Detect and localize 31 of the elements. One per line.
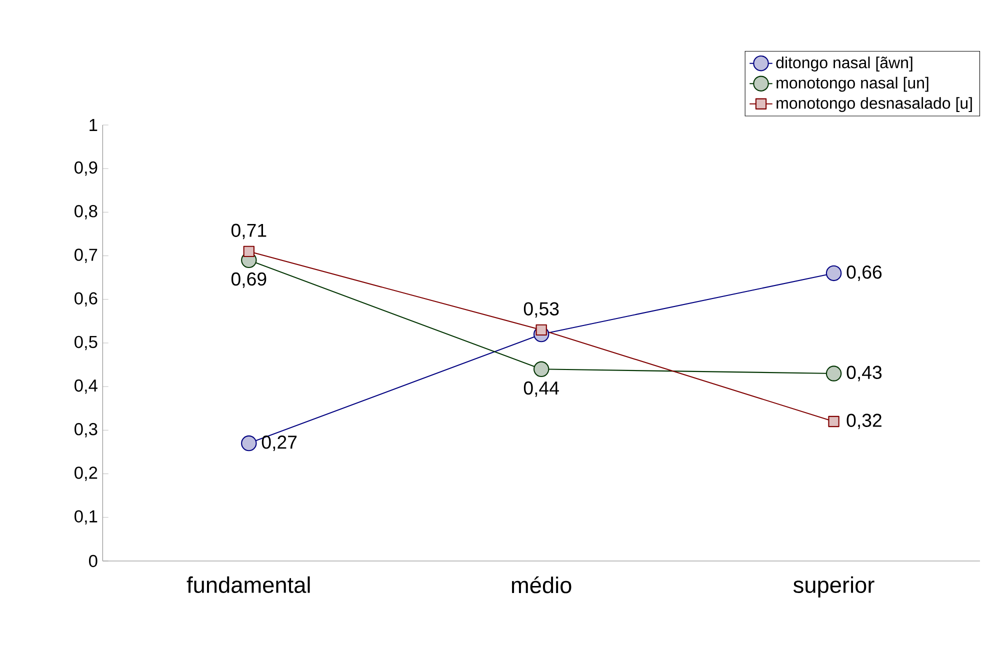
data-label: 0,69	[231, 272, 266, 288]
point	[533, 361, 550, 378]
point	[243, 246, 254, 258]
y-tick-label: 0,3	[74, 423, 98, 438]
y-tick-label: 0,5	[74, 336, 98, 350]
y-tick-label: 0,4	[74, 379, 98, 394]
point	[828, 416, 840, 428]
point	[241, 435, 257, 452]
y-tick-label: 0,9	[74, 161, 98, 176]
point	[826, 366, 842, 382]
data-label: 0,71	[231, 224, 266, 240]
legend-label: monotongo nasal [un]	[776, 76, 928, 92]
y-tick-label: 0,2	[74, 466, 98, 481]
y-tick-label: 0,1	[74, 510, 98, 525]
x-tick-label: fundamental	[186, 576, 310, 594]
data-label: 0,27	[262, 436, 297, 451]
legend-label: monotongo desnasalado [u]	[776, 97, 972, 112]
y-tick-label: 0,7	[74, 248, 98, 263]
data-label: 0,32	[846, 414, 882, 430]
point	[826, 265, 842, 282]
data-label: 0,43	[846, 366, 882, 382]
y-tick-label: 1	[90, 119, 98, 131]
y-tick-label: 0,8	[74, 205, 98, 220]
data-label: 0,66	[846, 266, 882, 281]
x-tick-label: superior	[793, 576, 874, 598]
y-tick-label: 0,6	[74, 292, 98, 307]
x-tick-label: médio	[512, 576, 572, 594]
data-label: 0,53	[524, 302, 559, 318]
y-tick-label: 0	[88, 554, 98, 568]
data-label: 0,44	[524, 381, 559, 397]
legend-label: ditongo nasal [ãwn]	[776, 56, 912, 72]
